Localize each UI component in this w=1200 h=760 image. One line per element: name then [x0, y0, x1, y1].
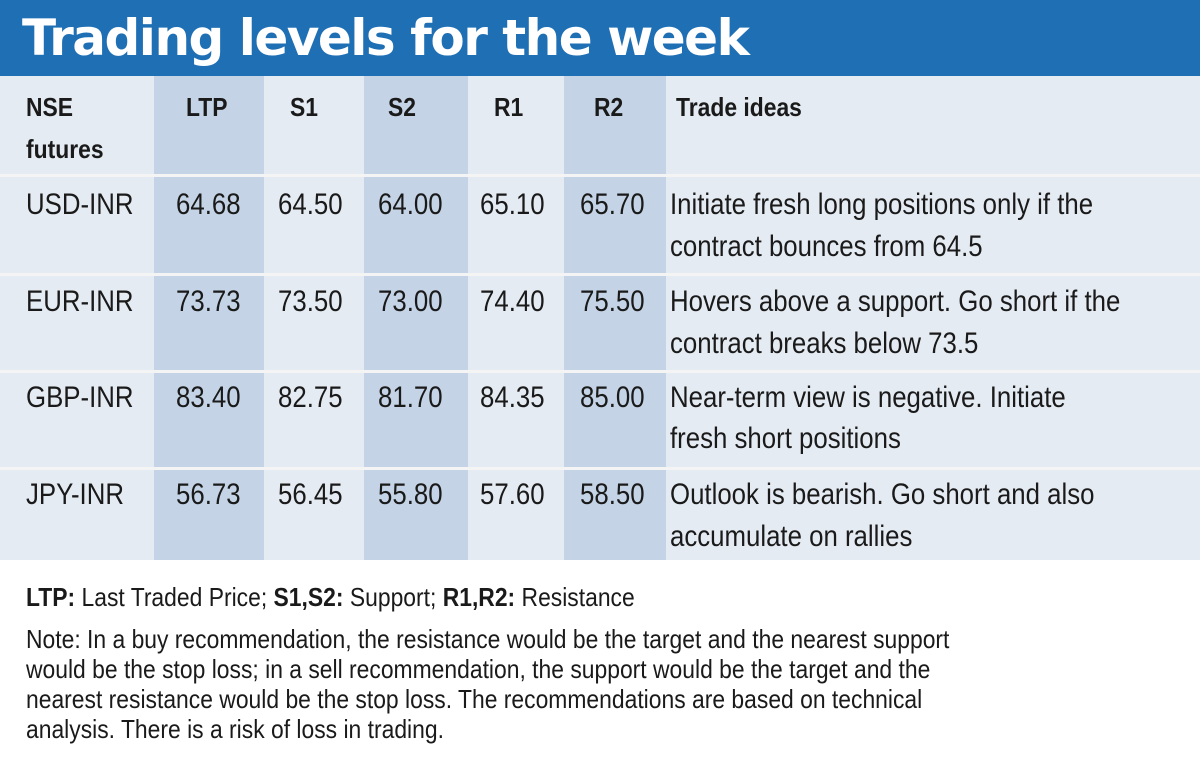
note-line: Note: In a buy recommendation, the resis…: [26, 624, 950, 654]
row-trade-idea: contract bounces from 64.5: [670, 230, 983, 263]
row-trade-idea: Hovers above a support. Go short if the: [670, 285, 1121, 318]
row-trade-idea: Near-term view is negative. Initiate: [670, 381, 1066, 414]
row-ltp: 73.73: [176, 285, 241, 318]
ltp-column-shade: [154, 76, 264, 560]
header-r2: R2: [594, 92, 624, 122]
title-banner: Trading levels for the week: [0, 0, 1200, 76]
r2-column-shade: [564, 76, 666, 560]
row-ltp: 83.40: [176, 381, 241, 414]
row-instrument: JPY-INR: [26, 478, 124, 511]
row-r1: 57.60: [480, 478, 545, 511]
row-trade-idea: contract breaks below 73.5: [670, 327, 979, 360]
s2-column-shade: [364, 76, 468, 560]
row-trade-idea: fresh short positions: [670, 422, 901, 455]
row-trade-idea: Outlook is bearish. Go short and also: [670, 478, 1095, 511]
footnotes: LTP: Last Traded Price; S1,S2: Support; …: [0, 560, 1200, 760]
row-divider: [0, 174, 1200, 177]
page-title: Trading levels for the week: [22, 9, 750, 67]
header-s1: S1: [290, 92, 318, 122]
note-line: would be the stop loss; in a sell recomm…: [26, 654, 931, 684]
row-trade-idea: accumulate on rallies: [670, 520, 913, 553]
header-ltp: LTP: [186, 92, 228, 122]
header-instrument: NSE futures: [26, 92, 104, 164]
row-r2: 85.00: [580, 381, 645, 414]
row-ltp: 56.73: [176, 478, 241, 511]
row-instrument: GBP-INR: [26, 381, 134, 414]
abbreviation-legend: LTP: Last Traded Price; S1,S2: Support; …: [26, 582, 635, 612]
legend-support-text: Support;: [343, 582, 443, 612]
legend-resistance-text: Resistance: [515, 582, 635, 612]
row-instrument: EUR-INR: [26, 285, 134, 318]
legend-support-key: S1,S2:: [273, 582, 344, 612]
row-s1: 73.50: [278, 285, 343, 318]
row-r2: 75.50: [580, 285, 645, 318]
row-r1: 84.35: [480, 381, 545, 414]
row-trade-idea: Initiate fresh long positions only if th…: [670, 188, 1094, 221]
row-ltp: 64.68: [176, 188, 241, 221]
row-r2: 65.70: [580, 188, 645, 221]
row-s2: 73.00: [378, 285, 443, 318]
header-r1: R1: [494, 92, 524, 122]
row-s1: 64.50: [278, 188, 343, 221]
note-line: nearest resistance would be the stop los…: [26, 684, 923, 714]
row-r1: 74.40: [480, 285, 545, 318]
header-s2: S2: [388, 92, 416, 122]
legend-resistance-key: R1,R2:: [442, 582, 516, 612]
row-s2: 64.00: [378, 188, 443, 221]
row-r1: 65.10: [480, 188, 545, 221]
row-r2: 58.50: [580, 478, 645, 511]
row-divider: [0, 370, 1200, 373]
note-line: analysis. There is a risk of loss in tra…: [26, 714, 444, 744]
row-s1: 82.75: [278, 381, 343, 414]
legend-ltp-key: LTP:: [26, 582, 76, 612]
row-divider: [0, 273, 1200, 276]
legend-ltp-text: Last Traded Price;: [75, 582, 274, 612]
row-s2: 81.70: [378, 381, 443, 414]
row-divider: [0, 467, 1200, 470]
trading-levels-table: NSE futures LTP S1 S2 R1 R2 Trade ideas …: [0, 76, 1200, 560]
row-instrument: USD-INR: [26, 188, 134, 221]
header-trade-ideas: Trade ideas: [676, 92, 802, 122]
row-s1: 56.45: [278, 478, 343, 511]
row-s2: 55.80: [378, 478, 443, 511]
